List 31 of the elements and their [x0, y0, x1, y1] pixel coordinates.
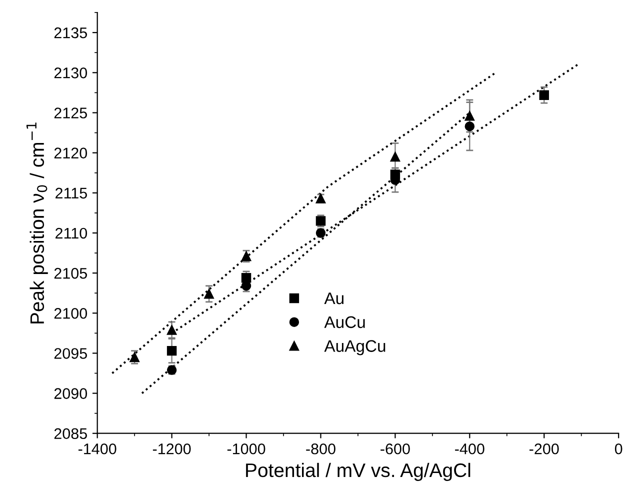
y-tick-label: 2110: [56, 228, 88, 239]
y-axis-title: Peak position ν$_{0}$ / cm$^{−1}$: [26, 122, 48, 324]
legend-label: AuCu: [324, 316, 365, 328]
y-tick-label: 2120: [54, 148, 88, 158]
x-tick-label: 0: [614, 443, 622, 454]
point: [464, 111, 475, 121]
point: [204, 289, 214, 299]
y-tick-label: 2135: [54, 27, 87, 38]
y-tick-label: 2125: [54, 108, 87, 118]
point: [166, 325, 177, 335]
point: [464, 121, 475, 132]
y-tick-label: 2095: [54, 348, 87, 359]
x-tick-label: -600: [380, 443, 410, 454]
legend-label: AuAgCu: [324, 340, 386, 356]
point: [539, 90, 549, 100]
x-tick-label: -1400: [78, 443, 116, 454]
y-tick-label: 2090: [54, 388, 88, 399]
y-tick-label: 2105: [54, 268, 87, 279]
x-tick-label: -1200: [152, 443, 191, 454]
x-axis-title: Potential / mV vs. Ag/AgCl: [246, 462, 470, 482]
y-tick-label: 2100: [54, 308, 88, 319]
legend-label: Au: [324, 292, 344, 304]
x-tick-label: -200: [530, 443, 559, 454]
y-tick-label: 2085: [54, 428, 87, 440]
y-tick-label: 2115: [56, 188, 87, 199]
x-tick-label: -1000: [227, 443, 266, 454]
x-tick-label: -800: [306, 443, 336, 454]
point: [166, 346, 177, 356]
y-tick-label: 2130: [54, 68, 88, 78]
point: [390, 152, 400, 162]
x-tick-label: -400: [455, 443, 484, 454]
